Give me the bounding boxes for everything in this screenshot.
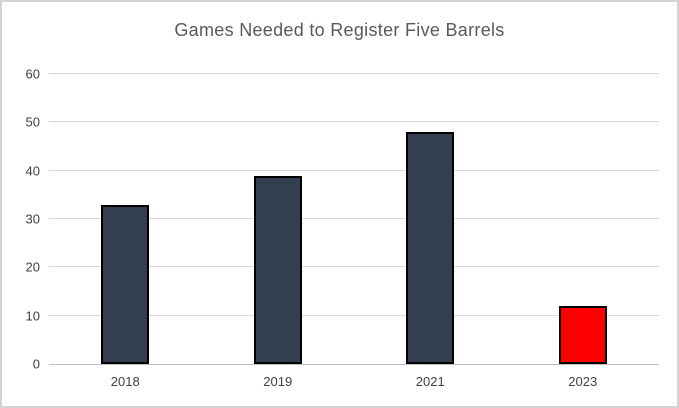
bar-2023 (558, 306, 607, 364)
x-axis-tick-label: 2019 (263, 374, 293, 389)
bar-2021 (406, 132, 455, 364)
x-axis-tick-label: 2023 (568, 374, 598, 389)
x-axis: 2018 2019 2021 2023 (49, 374, 659, 389)
gridline (49, 266, 659, 268)
y-axis-tick-label: 50 (25, 114, 40, 130)
chart-title: Games Needed to Register Five Barrels (174, 20, 505, 40)
gridline (49, 121, 659, 123)
gridline (49, 73, 659, 74)
x-axis-tick-label: 2021 (415, 374, 445, 389)
y-axis-tick-label: 20 (25, 259, 40, 275)
bar-2018 (101, 204, 150, 364)
y-axis-tick-label: 60 (25, 66, 40, 82)
x-axis-tick-label: 2018 (110, 374, 140, 389)
gridline (49, 314, 659, 316)
y-axis-tick-label: 30 (25, 211, 40, 227)
y-axis-tick-label: 40 (25, 163, 40, 179)
gridline (49, 169, 659, 171)
y-axis-tick-label: 0 (32, 356, 40, 372)
y-axis: 0 10 20 30 40 50 60 (2, 68, 40, 371)
plot-area (49, 73, 659, 365)
y-axis-tick-label: 10 (25, 308, 40, 324)
gridline (49, 218, 659, 219)
bar-2019 (253, 175, 302, 364)
